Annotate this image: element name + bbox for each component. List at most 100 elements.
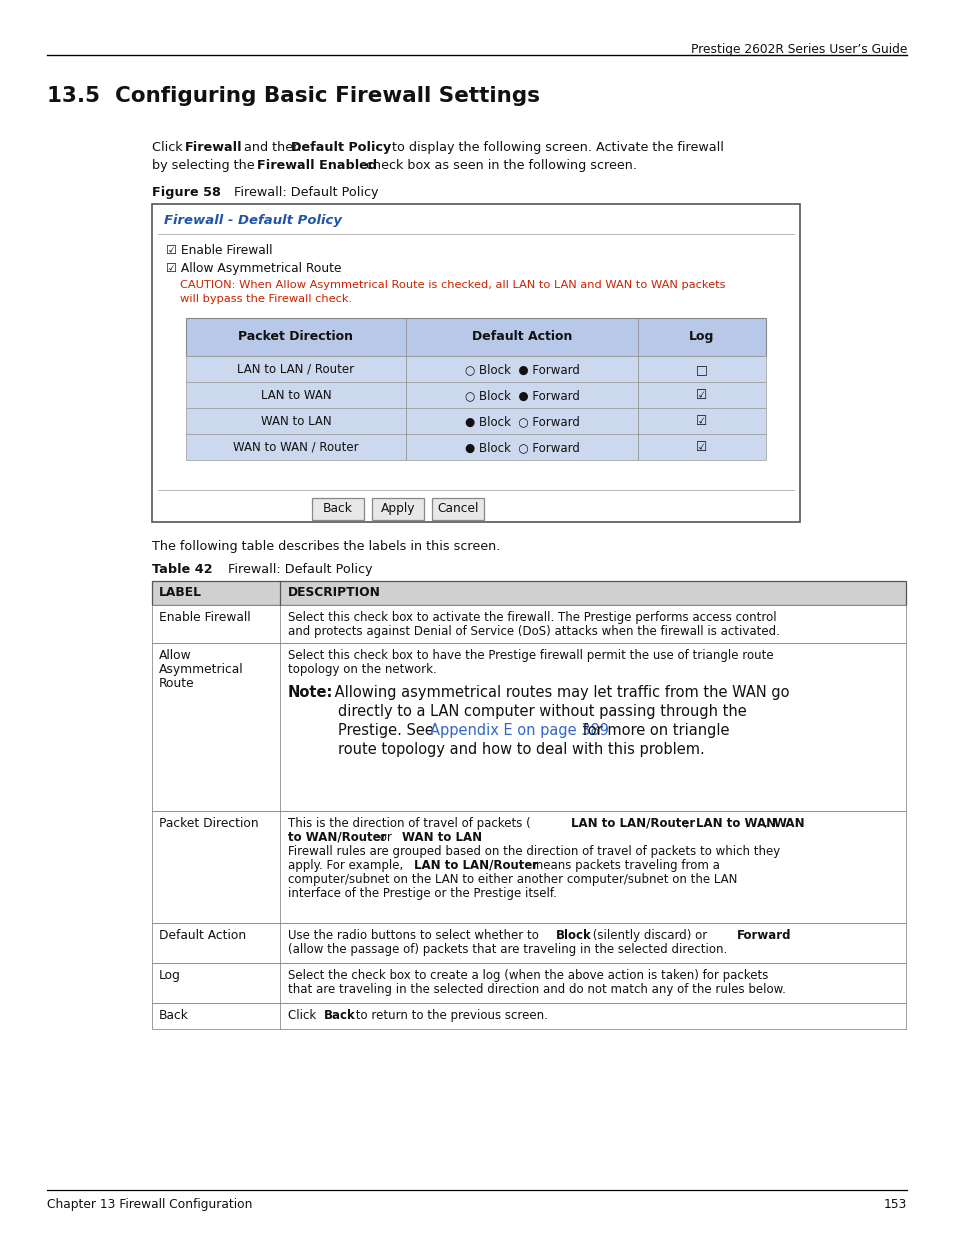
Text: ☑ Allow Asymmetrical Route: ☑ Allow Asymmetrical Route xyxy=(166,262,341,275)
Text: topology on the network.: topology on the network. xyxy=(288,663,436,676)
Text: route topology and how to deal with this problem.: route topology and how to deal with this… xyxy=(337,742,704,757)
Text: for more on triangle: for more on triangle xyxy=(578,722,729,739)
Text: ● Block  ○ Forward: ● Block ○ Forward xyxy=(464,441,578,454)
Text: Use the radio buttons to select whether to: Use the radio buttons to select whether … xyxy=(288,929,542,942)
Text: Table 42: Table 42 xyxy=(152,563,213,576)
Text: Click: Click xyxy=(288,1009,319,1023)
Text: that are traveling in the selected direction and do not match any of the rules b: that are traveling in the selected direc… xyxy=(288,983,785,995)
Text: Select this check box to have the Prestige firewall permit the use of triangle r: Select this check box to have the Presti… xyxy=(288,650,773,662)
Text: directly to a LAN computer without passing through the: directly to a LAN computer without passi… xyxy=(337,704,746,719)
Text: .: . xyxy=(468,831,471,844)
Bar xyxy=(152,963,905,1003)
Text: interface of the Prestige or the Prestige itself.: interface of the Prestige or the Prestig… xyxy=(288,887,557,900)
Text: ☑: ☑ xyxy=(696,415,707,429)
Text: LAN to WAN: LAN to WAN xyxy=(260,389,331,403)
Text: ● Block  ○ Forward: ● Block ○ Forward xyxy=(464,415,578,429)
Text: LAN to LAN / Router: LAN to LAN / Router xyxy=(237,363,355,375)
Text: Firewall: Firewall xyxy=(185,141,242,154)
Text: means packets traveling from a: means packets traveling from a xyxy=(527,860,720,872)
Text: to display the following screen. Activate the firewall: to display the following screen. Activat… xyxy=(388,141,723,154)
Bar xyxy=(372,498,423,520)
Text: LAN to LAN/Router: LAN to LAN/Router xyxy=(414,860,537,872)
Text: Figure 58: Figure 58 xyxy=(152,186,221,199)
Text: □: □ xyxy=(696,363,707,375)
Text: and then: and then xyxy=(240,141,305,154)
Text: Block: Block xyxy=(556,929,591,942)
Text: Back: Back xyxy=(159,1009,189,1023)
Bar xyxy=(152,643,905,811)
Text: Default Policy: Default Policy xyxy=(291,141,391,154)
Bar xyxy=(186,356,765,382)
Text: The following table describes the labels in this screen.: The following table describes the labels… xyxy=(152,540,500,553)
Text: ○ Block  ● Forward: ○ Block ● Forward xyxy=(464,389,578,403)
Bar xyxy=(186,317,765,356)
Text: (silently discard) or: (silently discard) or xyxy=(588,929,710,942)
Text: Prestige 2602R Series User’s Guide: Prestige 2602R Series User’s Guide xyxy=(690,43,906,56)
Text: ,: , xyxy=(763,818,771,830)
Text: Log: Log xyxy=(159,969,181,982)
Text: Firewall Enabled: Firewall Enabled xyxy=(256,159,376,172)
Text: Prestige. See: Prestige. See xyxy=(337,722,438,739)
Text: Note:: Note: xyxy=(288,685,333,700)
Text: to WAN/Router: to WAN/Router xyxy=(288,831,386,844)
Text: Allow: Allow xyxy=(159,650,192,662)
Text: Route: Route xyxy=(159,677,194,690)
Text: ☑ Enable Firewall: ☑ Enable Firewall xyxy=(166,245,273,257)
Text: ☑: ☑ xyxy=(696,389,707,403)
Text: Asymmetrical: Asymmetrical xyxy=(159,663,243,676)
Text: Default Action: Default Action xyxy=(472,330,572,343)
Text: WAN to WAN / Router: WAN to WAN / Router xyxy=(233,441,358,454)
Text: ,: , xyxy=(684,818,692,830)
Text: ☑: ☑ xyxy=(696,441,707,454)
Text: and protects against Denial of Service (DoS) attacks when the firewall is activa: and protects against Denial of Service (… xyxy=(288,625,779,638)
Text: (allow the passage of) packets that are traveling in the selected direction.: (allow the passage of) packets that are … xyxy=(288,944,726,956)
Text: to return to the previous screen.: to return to the previous screen. xyxy=(352,1009,547,1023)
Text: Allowing asymmetrical routes may let traffic from the WAN go: Allowing asymmetrical routes may let tra… xyxy=(330,685,789,700)
Bar xyxy=(152,580,905,605)
Text: CAUTION: When Allow Asymmetrical Route is checked, all LAN to LAN and WAN to WAN: CAUTION: When Allow Asymmetrical Route i… xyxy=(180,280,724,290)
Text: Select the check box to create a log (when the above action is taken) for packet: Select the check box to create a log (wh… xyxy=(288,969,767,982)
Text: by selecting the: by selecting the xyxy=(152,159,258,172)
Bar xyxy=(186,382,765,408)
Text: Firewall: Default Policy: Firewall: Default Policy xyxy=(215,563,372,576)
Text: LABEL: LABEL xyxy=(159,585,202,599)
Text: Packet Direction: Packet Direction xyxy=(238,330,354,343)
Text: WAN to LAN: WAN to LAN xyxy=(260,415,331,429)
Text: apply. For example,: apply. For example, xyxy=(288,860,407,872)
Text: Back: Back xyxy=(323,501,353,515)
Text: Enable Firewall: Enable Firewall xyxy=(159,611,251,624)
Bar xyxy=(152,811,905,923)
Bar xyxy=(186,433,765,459)
Bar xyxy=(186,408,765,433)
Text: Firewall: Default Policy: Firewall: Default Policy xyxy=(222,186,378,199)
Text: Firewall rules are grouped based on the direction of travel of packets to which : Firewall rules are grouped based on the … xyxy=(288,845,780,858)
Text: Log: Log xyxy=(689,330,714,343)
Text: check box as seen in the following screen.: check box as seen in the following scree… xyxy=(361,159,637,172)
Text: WAN: WAN xyxy=(773,818,804,830)
Text: Appendix E on page 389: Appendix E on page 389 xyxy=(430,722,608,739)
Bar xyxy=(432,498,483,520)
Bar xyxy=(152,923,905,963)
Text: Click: Click xyxy=(152,141,187,154)
Text: Forward: Forward xyxy=(737,929,791,942)
Bar xyxy=(152,204,800,522)
Text: will bypass the Firewall check.: will bypass the Firewall check. xyxy=(180,294,352,304)
Bar xyxy=(152,605,905,643)
Text: Cancel: Cancel xyxy=(436,501,478,515)
Text: ○ Block  ● Forward: ○ Block ● Forward xyxy=(464,363,578,375)
Bar xyxy=(312,498,364,520)
Text: Default Action: Default Action xyxy=(159,929,246,942)
Text: 153: 153 xyxy=(882,1198,906,1212)
Text: or: or xyxy=(375,831,395,844)
Text: This is the direction of travel of packets (: This is the direction of travel of packe… xyxy=(288,818,530,830)
Text: Back: Back xyxy=(324,1009,355,1023)
Text: computer/subnet on the LAN to either another computer/subnet on the LAN: computer/subnet on the LAN to either ano… xyxy=(288,873,737,885)
Text: Packet Direction: Packet Direction xyxy=(159,818,258,830)
Text: Firewall - Default Policy: Firewall - Default Policy xyxy=(164,214,341,227)
Bar xyxy=(152,1003,905,1029)
Text: WAN to LAN: WAN to LAN xyxy=(401,831,481,844)
Text: Select this check box to activate the firewall. The Prestige performs access con: Select this check box to activate the fi… xyxy=(288,611,776,624)
Text: Apply: Apply xyxy=(380,501,415,515)
Text: DESCRIPTION: DESCRIPTION xyxy=(288,585,380,599)
Text: Chapter 13 Firewall Configuration: Chapter 13 Firewall Configuration xyxy=(47,1198,253,1212)
